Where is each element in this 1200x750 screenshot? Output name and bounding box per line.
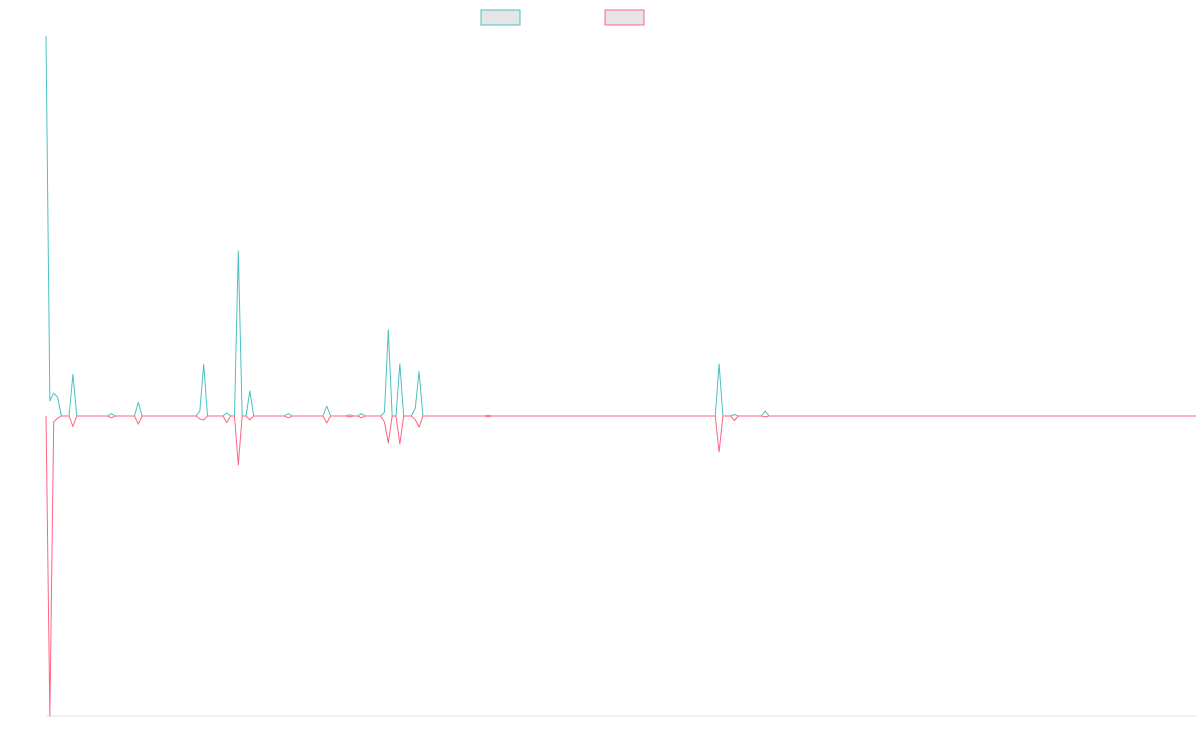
legend-swatch-2[interactable]	[604, 9, 645, 26]
legend	[480, 9, 645, 26]
series-line-2	[45, 415, 1196, 717]
plot-area	[45, 35, 1196, 717]
legend-swatch-1[interactable]	[480, 9, 521, 26]
series-line-1	[45, 35, 1196, 417]
